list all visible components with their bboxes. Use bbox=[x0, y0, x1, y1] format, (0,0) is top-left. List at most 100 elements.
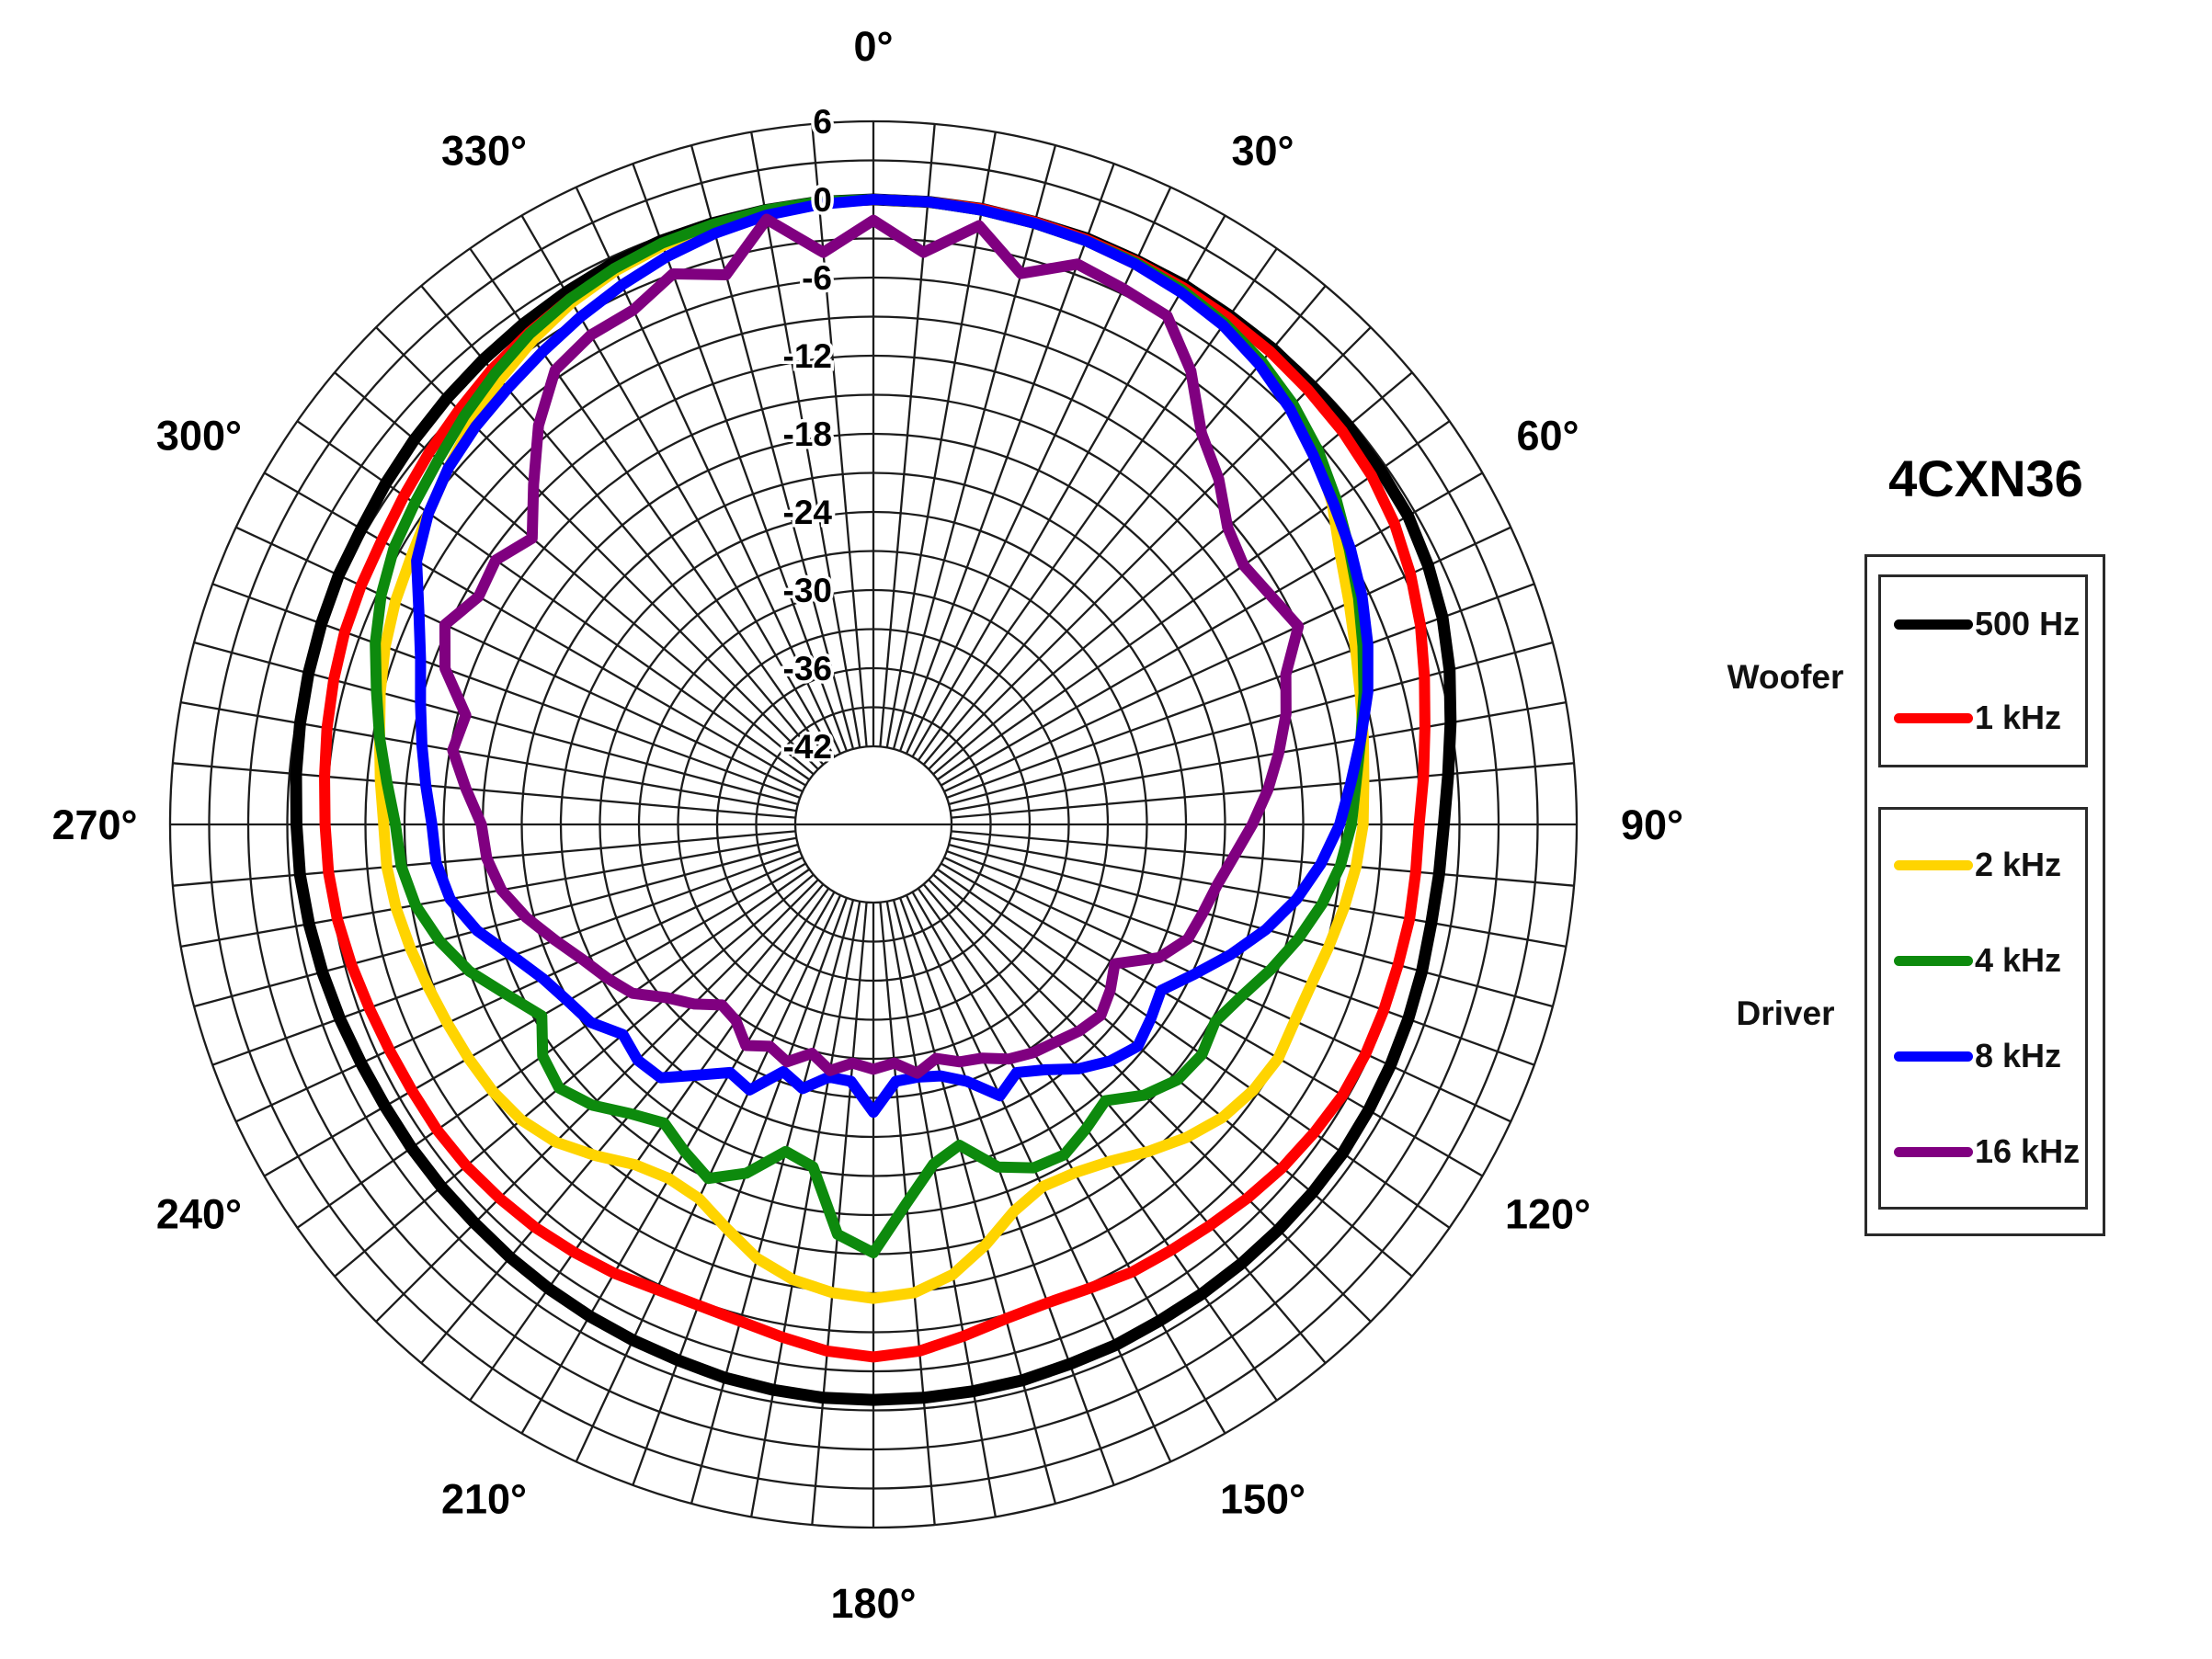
angle-label: 30° bbox=[1231, 127, 1294, 174]
angle-label: 210° bbox=[441, 1476, 527, 1523]
grid-spoke bbox=[911, 214, 1226, 757]
grid-spoke bbox=[334, 873, 815, 1278]
grid-spoke bbox=[932, 873, 1413, 1278]
grid-spoke bbox=[811, 902, 868, 1526]
grid-spoke bbox=[936, 868, 1451, 1229]
legend-entry-label: 8 kHz bbox=[1975, 1037, 2062, 1074]
grid-spoke bbox=[950, 701, 1567, 812]
series-color-swatch bbox=[1894, 955, 1973, 966]
grid-spoke bbox=[296, 868, 811, 1229]
grid-spoke bbox=[946, 583, 1535, 800]
grid-spoke bbox=[905, 187, 1172, 755]
grid-spoke bbox=[811, 123, 868, 747]
chart-title: 4CXN36 bbox=[1888, 449, 2083, 507]
grid-spoke bbox=[235, 526, 804, 793]
grid-spoke bbox=[180, 836, 797, 948]
grid-spoke bbox=[943, 526, 1511, 793]
legend-entry-label: 4 kHz bbox=[1975, 941, 2062, 979]
grid-spoke bbox=[263, 862, 806, 1177]
legend-entry-8khz: 8 kHz bbox=[1881, 1037, 2085, 1075]
series-color-swatch bbox=[1894, 1051, 1973, 1062]
angle-label: 330° bbox=[441, 127, 527, 174]
grid-spoke bbox=[750, 901, 861, 1517]
series-curve-2-khz bbox=[373, 194, 1370, 1304]
angle-label: 90° bbox=[1621, 801, 1683, 848]
grid-spoke bbox=[193, 641, 799, 806]
legend-group-label-driver: Driver bbox=[1736, 994, 1835, 1032]
legend-group-label-woofer: Woofer bbox=[1727, 658, 1844, 696]
radial-tick-label: -6 bbox=[802, 259, 832, 297]
grid-spoke bbox=[950, 836, 1567, 948]
grid-spoke bbox=[211, 583, 801, 800]
series-curve-1-khz bbox=[319, 194, 1431, 1363]
grid-spoke bbox=[690, 899, 855, 1505]
legend-entry-label: 16 kHz bbox=[1975, 1132, 2081, 1170]
grid-spoke bbox=[941, 472, 1484, 787]
grid-spoke bbox=[172, 762, 796, 819]
grid-spoke bbox=[892, 899, 1057, 1505]
grid-spoke bbox=[946, 849, 1535, 1066]
grid-spoke bbox=[375, 326, 819, 770]
series-curve-500-hz bbox=[290, 193, 1457, 1406]
legend-entry-4khz: 4 kHz bbox=[1881, 941, 2085, 980]
grid-spoke bbox=[917, 887, 1278, 1402]
radial-tick-label: 6 bbox=[813, 103, 832, 141]
grid-spoke bbox=[922, 883, 1327, 1364]
series-curve-16-khz bbox=[439, 213, 1305, 1079]
grid-spoke bbox=[898, 897, 1115, 1486]
angle-label: 120° bbox=[1505, 1191, 1591, 1238]
angle-label: 150° bbox=[1220, 1476, 1306, 1523]
grid-spoke bbox=[750, 131, 861, 748]
legend-entry-label: 500 Hz bbox=[1975, 605, 2081, 642]
angle-label: 60° bbox=[1516, 413, 1579, 460]
grid-spoke bbox=[690, 144, 855, 750]
grid-spoke bbox=[885, 131, 997, 748]
polar-chart-area: 6 0 -6 -12 -18 -24 -30 -36 -42 0° 30° 60° 90° 120° 150… bbox=[51, 23, 1683, 1627]
grid-spoke bbox=[180, 701, 797, 812]
grid-spoke bbox=[879, 123, 936, 747]
grid-spoke bbox=[520, 892, 836, 1435]
angle-label: 270° bbox=[51, 801, 137, 848]
grid-spoke bbox=[263, 472, 806, 787]
grid-spoke bbox=[932, 371, 1413, 776]
series-color-swatch bbox=[1894, 859, 1973, 870]
grid-spoke bbox=[235, 856, 804, 1123]
radial-tick-label: -42 bbox=[783, 728, 832, 766]
grid-spoke bbox=[632, 897, 849, 1486]
grid-spoke bbox=[943, 856, 1511, 1123]
grid-spoke bbox=[905, 894, 1172, 1462]
grid-spoke bbox=[885, 901, 997, 1517]
legend-entry-2khz: 2 kHz bbox=[1881, 846, 2085, 884]
angle-label: 240° bbox=[156, 1191, 242, 1238]
series-color-swatch bbox=[1894, 712, 1973, 723]
grid-spoke bbox=[928, 879, 1372, 1323]
radial-tick-label: -36 bbox=[783, 650, 832, 687]
angle-label: 0° bbox=[853, 23, 893, 70]
grid-spoke bbox=[420, 883, 825, 1364]
legend-entry-1khz: 1 kHz bbox=[1881, 699, 2085, 737]
radial-tick-label: -18 bbox=[783, 415, 832, 453]
legend-group-woofer: 500 Hz 1 kHz bbox=[1878, 574, 2088, 767]
radial-tick-label: 0 bbox=[813, 181, 832, 219]
grid-spoke bbox=[951, 830, 1575, 887]
series-curve-8-khz bbox=[411, 194, 1374, 1119]
legend-group-driver: 2 kHz 4 kHz 8 kHz 16 kHz bbox=[1878, 807, 2088, 1210]
legend-entry-label: 1 kHz bbox=[1975, 699, 2062, 736]
grid-spoke bbox=[936, 420, 1451, 781]
grid-spoke bbox=[917, 247, 1278, 762]
grid-spoke bbox=[911, 892, 1226, 1435]
series-color-swatch bbox=[1894, 619, 1973, 630]
grid-spoke bbox=[193, 843, 799, 1008]
grid-spoke bbox=[879, 902, 936, 1526]
angle-label: 180° bbox=[830, 1580, 916, 1627]
legend-entry-16khz: 16 kHz bbox=[1881, 1132, 2085, 1171]
grid-spoke bbox=[948, 843, 1554, 1008]
legend-entry-label: 2 kHz bbox=[1975, 846, 2062, 883]
radial-tick-label: -24 bbox=[783, 494, 833, 531]
series-color-swatch bbox=[1894, 1146, 1973, 1157]
grid-spoke bbox=[469, 887, 830, 1402]
radial-tick-label: -30 bbox=[783, 572, 832, 609]
radial-tick-label: -12 bbox=[783, 337, 832, 375]
